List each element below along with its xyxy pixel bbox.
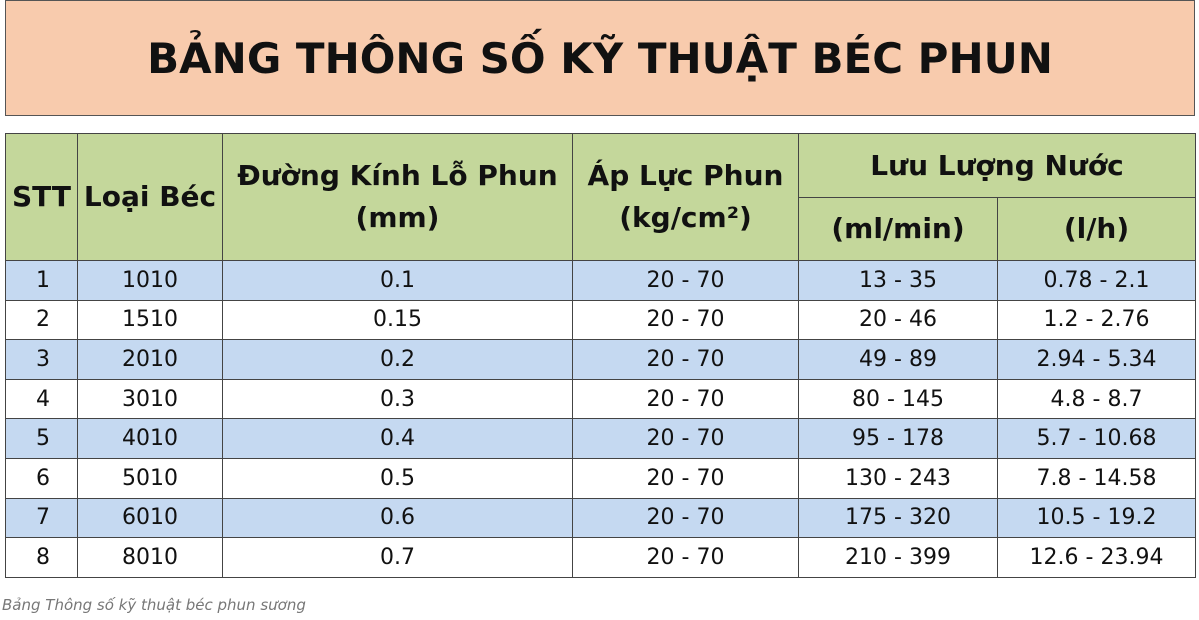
table-cell: 130 - 243	[798, 457, 998, 499]
table-cell: 1.2 - 2.76	[997, 299, 1196, 341]
table-cell: 6	[5, 457, 78, 499]
table-cell: 0.15	[222, 299, 573, 341]
table-cell: 2.94 - 5.34	[997, 339, 1196, 380]
caption: Bảng Thông số kỹ thuật béc phun sương	[2, 596, 306, 614]
table-cell: 95 - 178	[798, 418, 998, 459]
table-row: 7 6010 0.6 20 - 70 175 - 320 10.5 - 19.2	[5, 497, 1196, 539]
table-cell: 80 - 145	[798, 378, 998, 420]
table-body: 1 1010 0.1 20 - 70 13 - 35 0.78 - 2.1 2 1510 0.1…	[5, 260, 1196, 578]
table-cell: 1	[5, 260, 78, 301]
table-row: 1 1010 0.1 20 - 70 13 - 35 0.78 - 2.1	[5, 260, 1196, 301]
table-cell: 6010	[77, 497, 223, 539]
table-cell: 4	[5, 378, 78, 420]
table-cell: 210 - 399	[798, 537, 998, 578]
table-cell: 20 - 70	[572, 418, 799, 459]
table-row: 4 3010 0.3 20 - 70 80 - 145 4.8 - 8.7	[5, 378, 1196, 420]
table-cell: 5010	[77, 457, 223, 499]
table-cell: 0.4	[222, 418, 573, 459]
table-cell: 20 - 70	[572, 339, 799, 380]
table-row: 5 4010 0.4 20 - 70 95 - 178 5.7 - 10.68	[5, 418, 1196, 459]
table-cell: 12.6 - 23.94	[997, 537, 1196, 578]
table-cell: 5	[5, 418, 78, 459]
header-cell: STT	[5, 133, 78, 261]
table-cell: 49 - 89	[798, 339, 998, 380]
spec-table: STT Loại Béc Đường Kính Lỗ Phun (mm) Áp …	[5, 133, 1196, 578]
table-cell: 0.7	[222, 537, 573, 578]
table-cell: 20 - 70	[572, 378, 799, 420]
table-cell: 20 - 70	[572, 299, 799, 341]
table-row: 3 2010 0.2 20 - 70 49 - 89 2.94 - 5.34	[5, 339, 1196, 380]
table-cell: 20 - 70	[572, 537, 799, 578]
table-cell: 5.7 - 10.68	[997, 418, 1196, 459]
table-cell: 1510	[77, 299, 223, 341]
table-cell: 7	[5, 497, 78, 539]
header-cell: Áp Lực Phun (kg/cm²)	[572, 133, 799, 261]
table-cell: 2010	[77, 339, 223, 380]
table-cell: 0.1	[222, 260, 573, 301]
table-cell: 0.3	[222, 378, 573, 420]
table-cell: 20 - 46	[798, 299, 998, 341]
table-cell: 20 - 70	[572, 457, 799, 499]
header-cell: (l/h)	[997, 197, 1196, 261]
table-row: 8 8010 0.7 20 - 70 210 - 399 12.6 - 23.94	[5, 537, 1196, 578]
table-cell: 0.78 - 2.1	[997, 260, 1196, 301]
table-cell: 0.2	[222, 339, 573, 380]
table-cell: 0.5	[222, 457, 573, 499]
table-row: 6 5010 0.5 20 - 70 130 - 243 7.8 - 14.58	[5, 457, 1196, 499]
table-cell: 10.5 - 19.2	[997, 497, 1196, 539]
table-cell: 20 - 70	[572, 497, 799, 539]
header-cell: Lưu Lượng Nước	[798, 133, 1196, 198]
table-cell: 2	[5, 299, 78, 341]
table-cell: 175 - 320	[798, 497, 998, 539]
table-row: 2 1510 0.15 20 - 70 20 - 46 1.2 - 2.76	[5, 299, 1196, 341]
table-cell: 3	[5, 339, 78, 380]
header-cell: (ml/min)	[798, 197, 998, 261]
table-cell: 4.8 - 8.7	[997, 378, 1196, 420]
table-cell: 0.6	[222, 497, 573, 539]
table-cell: 7.8 - 14.58	[997, 457, 1196, 499]
table-cell: 13 - 35	[798, 260, 998, 301]
table-cell: 20 - 70	[572, 260, 799, 301]
header-cell: Loại Béc	[77, 133, 223, 261]
table-cell: 3010	[77, 378, 223, 420]
table-cell: 1010	[77, 260, 223, 301]
table-cell: 8	[5, 537, 78, 578]
table-cell: 4010	[77, 418, 223, 459]
table-cell: 8010	[77, 537, 223, 578]
header-cell: Đường Kính Lỗ Phun (mm)	[222, 133, 573, 261]
title: BẢNG THÔNG SỐ KỸ THUẬT BÉC PHUN	[5, 0, 1195, 116]
